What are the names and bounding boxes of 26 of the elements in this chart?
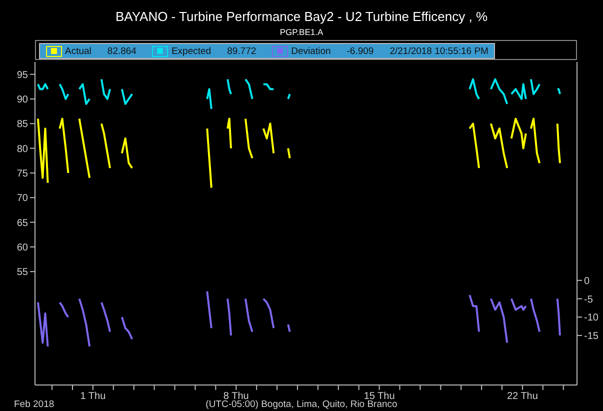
legend-label: Actual (65, 46, 92, 56)
y2-tick-label: -5 (584, 294, 594, 306)
text: 2/21/2018 10:55:16 PM (390, 46, 488, 56)
y-tick-label: 90 (16, 94, 28, 106)
y-tick-label: 80 (16, 144, 28, 155)
legend-label: Expected (171, 46, 212, 56)
y-tick-label: 75 (16, 168, 28, 180)
x-tick-label: 22 Thu (506, 391, 538, 402)
y-tick-label: 60 (16, 242, 28, 254)
chart-title: BAYANO - Turbine Performance Bay2 - U2 Turbine Efficency , % (114, 9, 489, 24)
x-tick-label: 1 Thu (80, 391, 106, 402)
x-axis-title: (UTC-05:00) Bogota, Lima, Quito, Rio Branco (206, 399, 398, 410)
y-tick-label: 65 (16, 218, 28, 229)
y2-tick-label: 0 (584, 276, 590, 287)
text: -6.909 (346, 46, 374, 56)
y-tick-label: 85 (16, 119, 28, 130)
y2-tick-label: -10 (584, 312, 599, 324)
text: 82.864 (107, 46, 136, 56)
text: 89.772 (227, 46, 256, 56)
text: Feb 2018 (14, 399, 54, 410)
y-tick-label: 55 (16, 267, 28, 278)
y-tick-label: 95 (16, 70, 28, 81)
chart-subtitle: PGP.BE1.A (278, 27, 324, 37)
y2-tick-label: -15 (584, 331, 599, 342)
y-tick-label: 70 (16, 193, 28, 204)
legend-label: Deviation (291, 46, 331, 56)
